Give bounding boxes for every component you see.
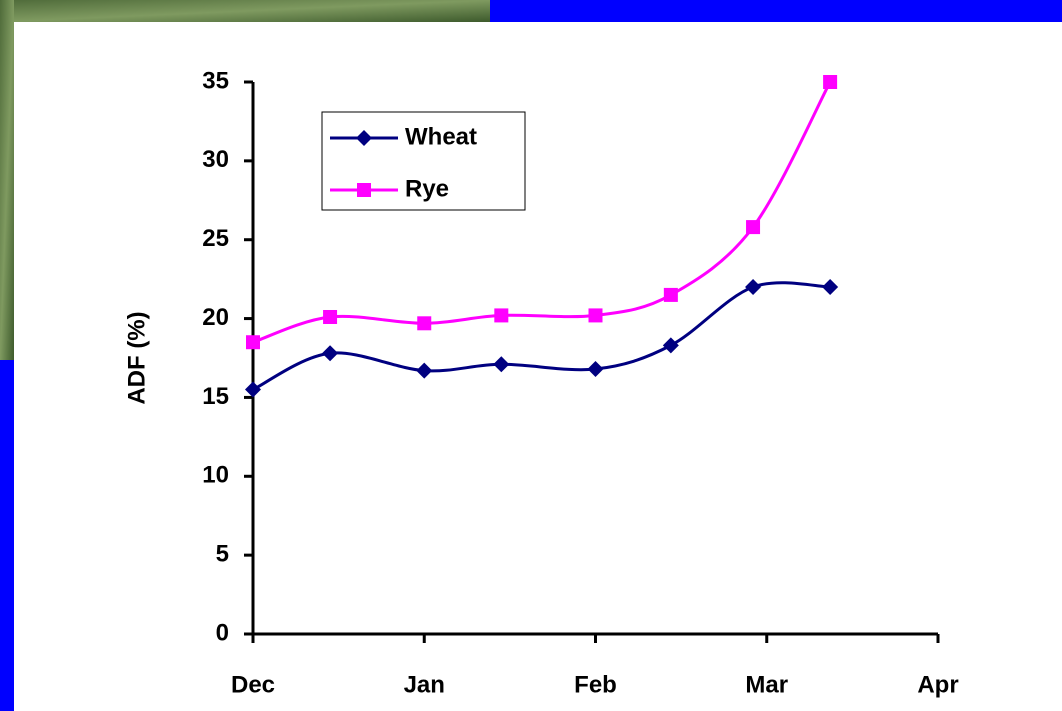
y-tick-label: 20 [202, 304, 229, 331]
marker [494, 308, 508, 322]
marker [589, 308, 603, 322]
y-tick-label: 30 [202, 146, 229, 173]
y-tick-label: 10 [202, 462, 229, 489]
marker [417, 316, 431, 330]
legend-label: Rye [405, 175, 449, 202]
y-axis-title: ADF (%) [123, 311, 150, 404]
photo-strip [0, 0, 490, 22]
marker [664, 288, 678, 302]
marker [823, 75, 837, 89]
legend-label: Wheat [405, 123, 477, 150]
x-tick-label: Apr [917, 671, 958, 698]
x-tick-label: Feb [574, 671, 617, 698]
marker [323, 310, 337, 324]
page: {"chart_data": {"type": "line", "y_label… [0, 0, 1062, 711]
marker [246, 335, 260, 349]
y-tick-label: 35 [202, 67, 229, 94]
y-tick-label: 15 [202, 383, 229, 410]
marker [357, 183, 371, 197]
y-tick-label: 0 [216, 619, 229, 646]
chart: ADF (%) 0 5 10 15 20 25 30 35 Dec Jan Feb Mar Apr Whe… [0, 0, 1062, 711]
x-tick-label: Mar [745, 671, 788, 698]
y-tick-label: 5 [216, 540, 229, 567]
marker [746, 220, 760, 234]
y-tick-label: 25 [202, 225, 229, 252]
x-tick-label: Jan [404, 671, 445, 698]
x-tick-label: Dec [231, 671, 275, 698]
photo-strip [0, 0, 14, 360]
